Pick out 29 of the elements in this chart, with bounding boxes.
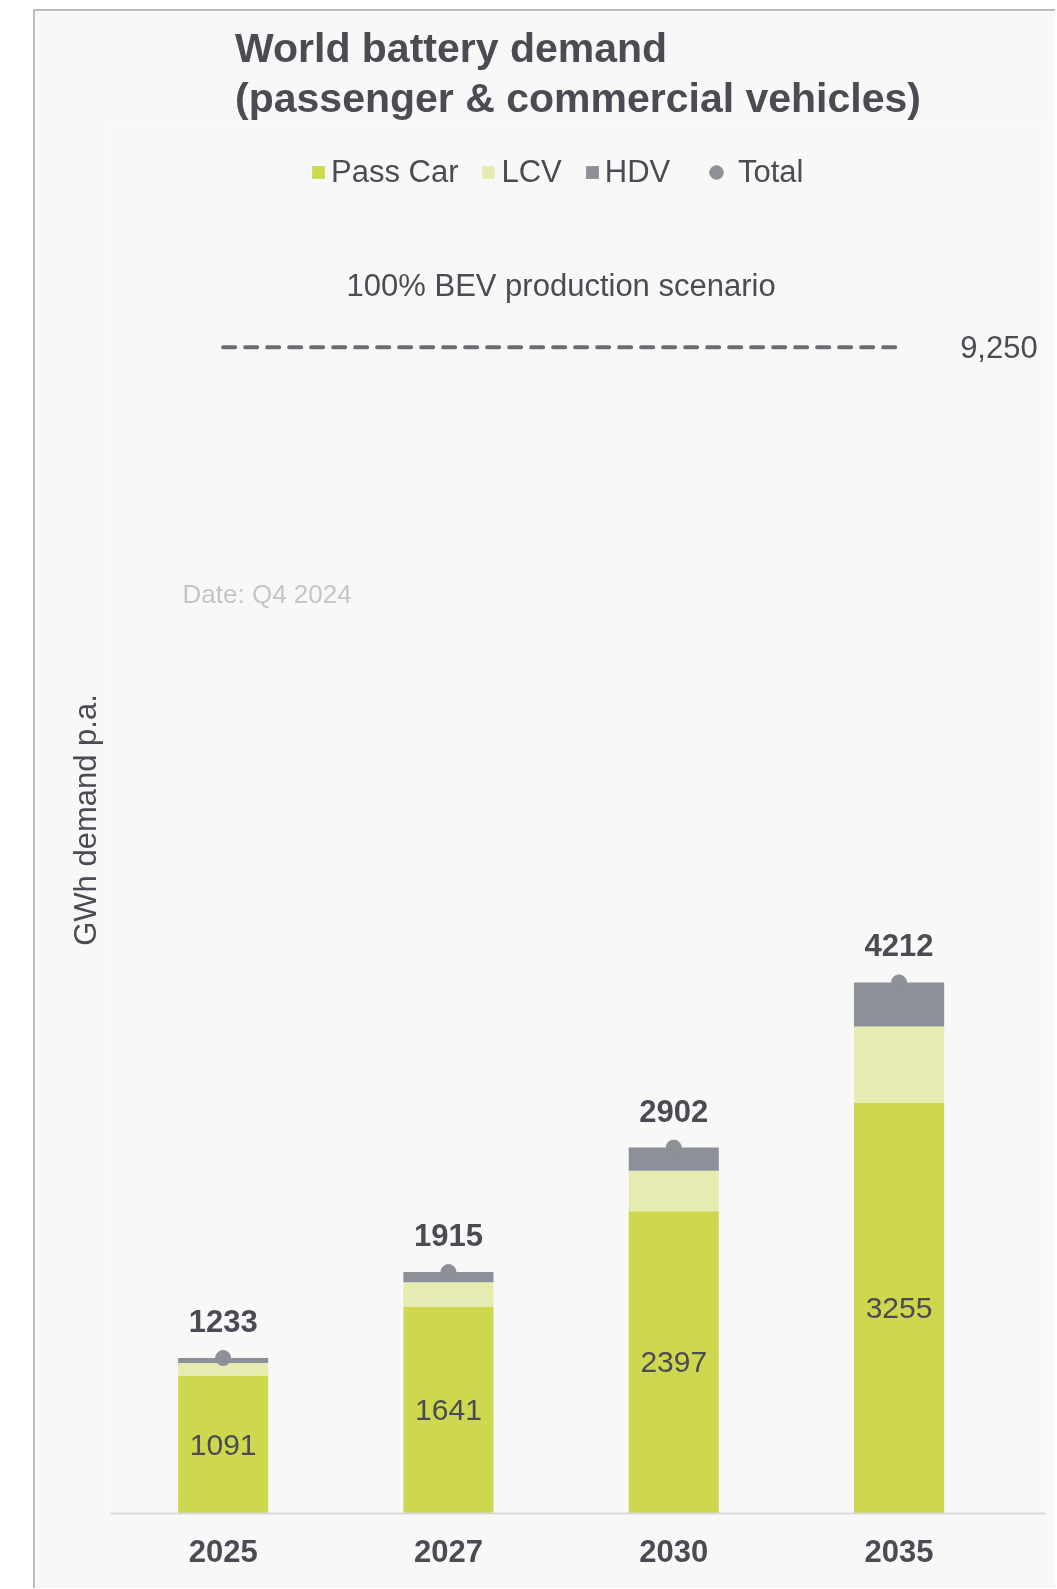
legend-label: HDV (604, 154, 671, 190)
data-label: 3255 (865, 1291, 933, 1325)
legend-label: Pass Car (331, 154, 459, 190)
data-label: 1233 (188, 1304, 258, 1340)
x-tick-label: 2035 (864, 1533, 934, 1569)
annotation: 9,250 (960, 330, 1038, 366)
point (215, 1350, 232, 1367)
x-tick-label: 2025 (188, 1533, 258, 1569)
bar (403, 1306, 494, 1514)
bar (853, 1103, 945, 1514)
bar (853, 1026, 945, 1104)
y-axis-title: GWh demand p.a. (67, 694, 103, 946)
data-label: 1641 (415, 1393, 482, 1427)
bar (178, 1363, 269, 1376)
bar (628, 1170, 719, 1212)
data-label: 2902 (639, 1093, 709, 1129)
x-tick-label: 2030 (639, 1533, 709, 1569)
data-label: 1091 (189, 1427, 257, 1461)
bar (628, 1211, 719, 1514)
chart-title: World battery demand (passenger & commercial vehicles) (235, 24, 921, 122)
x-tick-label: 2027 (413, 1533, 483, 1569)
bar (403, 1282, 494, 1307)
data-label: 4212 (864, 928, 934, 964)
data-label: 2397 (640, 1345, 708, 1379)
data-label: 1915 (413, 1218, 483, 1254)
legend-label: Total (738, 154, 804, 190)
legend-label: LCV (501, 154, 562, 190)
ref-line-label: 100% BEV production scenario (346, 267, 776, 303)
bar (178, 1375, 269, 1514)
